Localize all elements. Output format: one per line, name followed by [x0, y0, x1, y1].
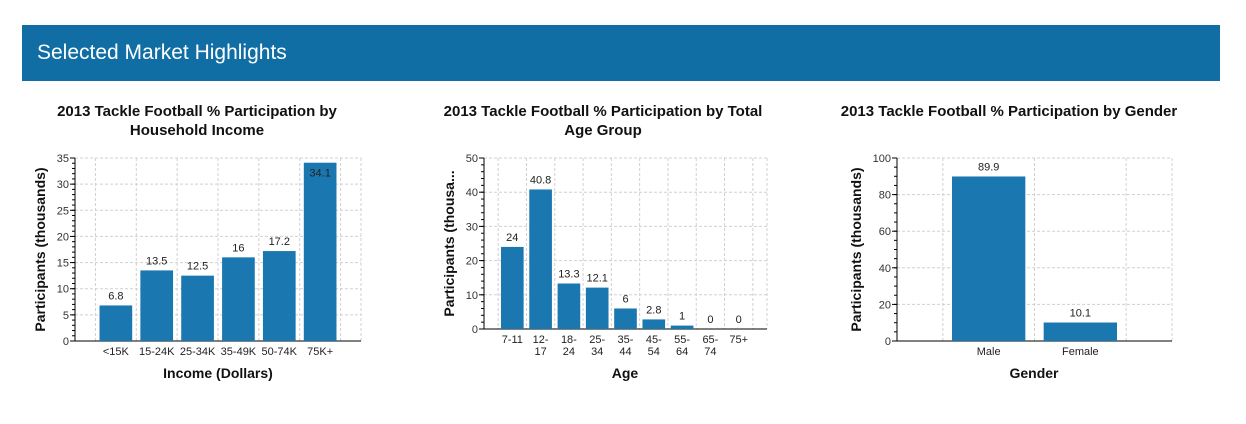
- bar: [642, 319, 666, 329]
- y-tick-label: 35: [57, 153, 69, 165]
- x-tick-label: 25-34K: [180, 346, 216, 358]
- x-tick-label: 25-: [589, 334, 605, 346]
- data-label: 6: [622, 293, 628, 305]
- bar: [500, 246, 524, 329]
- x-tick-label: 7-11: [502, 334, 523, 346]
- data-label: 16: [232, 242, 244, 254]
- bar: [1043, 322, 1117, 341]
- y-tick-label: 20: [57, 231, 69, 243]
- bar: [585, 287, 609, 329]
- y-tick-label: 80: [879, 190, 891, 202]
- data-label: 0: [736, 314, 742, 326]
- bar: [222, 257, 255, 341]
- bar: [557, 283, 581, 329]
- bar: [952, 176, 1026, 341]
- section-title: Selected Market Highlights: [37, 41, 287, 64]
- x-tick-label: 65-: [702, 334, 718, 346]
- bar: [529, 189, 552, 329]
- x-axis-title: Income (Dollars): [163, 365, 273, 381]
- y-tick-label: 5: [63, 310, 69, 322]
- y-tick-label: 20: [879, 299, 891, 311]
- x-tick-label: 50-74K: [262, 346, 298, 358]
- x-tick-label: 45-: [646, 334, 662, 346]
- section-header: Selected Market Highlights: [22, 25, 1220, 81]
- x-tick-label: 64: [676, 346, 688, 358]
- y-tick-label: 10: [57, 284, 69, 296]
- x-tick-label: <15K: [103, 346, 130, 358]
- x-tick-label: 74: [704, 346, 716, 358]
- x-tick-label: 35-: [618, 334, 634, 346]
- data-label: 0: [707, 314, 713, 326]
- x-tick-label: Male: [977, 346, 1001, 358]
- y-axis-title: Participants (thousands): [32, 167, 48, 331]
- x-tick-label: 18-: [561, 334, 577, 346]
- y-tick-label: 40: [879, 263, 891, 275]
- x-axis-title: Gender: [1009, 365, 1059, 381]
- bar: [140, 270, 174, 341]
- x-axis-title: Age: [612, 365, 639, 381]
- data-label: 1: [679, 311, 685, 323]
- bar: [262, 251, 296, 341]
- data-label: 2.8: [646, 304, 661, 316]
- bar: [181, 275, 214, 341]
- y-tick-label: 10: [466, 290, 478, 302]
- y-tick-label: 0: [885, 336, 891, 348]
- y-tick-label: 50: [466, 153, 478, 165]
- x-tick-label: 54: [648, 346, 660, 358]
- y-tick-label: 60: [879, 226, 891, 238]
- data-label: 40.8: [530, 174, 551, 186]
- data-label: 10.1: [1070, 308, 1091, 320]
- data-label: 24: [506, 232, 518, 244]
- y-axis-title: Participants (thousa...: [441, 170, 457, 316]
- x-tick-label: Female: [1062, 346, 1099, 358]
- y-tick-label: 30: [57, 179, 69, 191]
- data-label: 12.1: [586, 273, 607, 285]
- x-tick-label: 44: [619, 346, 631, 358]
- x-tick-label: 55-: [674, 334, 690, 346]
- chart-title-income: 2013 Tackle Football % Participation by …: [57, 103, 337, 139]
- y-tick-label: 20: [466, 256, 478, 268]
- data-label: 13.3: [558, 269, 579, 281]
- x-tick-label: 24: [563, 346, 575, 358]
- x-tick-label: 15-24K: [139, 346, 175, 358]
- chart-title-gender: 2013 Tackle Football % Participation by …: [840, 103, 1178, 120]
- y-tick-label: 15: [57, 258, 69, 270]
- y-tick-label: 0: [63, 336, 69, 348]
- x-tick-label: 75+: [729, 334, 748, 346]
- chart-title-age: 2013 Tackle Football % Participation by …: [443, 103, 763, 139]
- data-label: 12.5: [187, 261, 208, 273]
- bar: [670, 325, 694, 329]
- bar: [99, 305, 133, 341]
- y-tick-label: 25: [57, 205, 69, 217]
- y-tick-label: 40: [466, 187, 478, 199]
- y-tick-label: 0: [472, 324, 478, 336]
- data-label: 6.8: [108, 290, 123, 302]
- x-tick-label: 17: [534, 346, 546, 358]
- bar: [614, 308, 637, 329]
- y-axis-title: Participants (thousands): [848, 167, 864, 331]
- x-tick-label: 75K+: [307, 346, 333, 358]
- data-label: 89.9: [978, 161, 999, 173]
- bar: [303, 162, 337, 341]
- x-tick-label: 34: [591, 346, 603, 358]
- x-tick-label: 12-: [533, 334, 549, 346]
- x-tick-label: 35-49K: [221, 346, 257, 358]
- data-label: 34.1: [309, 168, 330, 180]
- y-tick-label: 30: [466, 221, 478, 233]
- data-label: 17.2: [269, 236, 290, 248]
- data-label: 13.5: [146, 255, 167, 267]
- y-tick-label: 100: [873, 153, 891, 165]
